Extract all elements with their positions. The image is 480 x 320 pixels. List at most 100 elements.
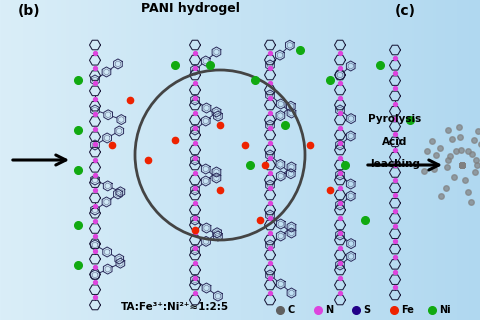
Bar bbox=[245, 0, 248, 320]
Bar bbox=[240, 0, 243, 320]
Text: Acid: Acid bbox=[382, 137, 408, 147]
Bar bbox=[274, 0, 277, 320]
Bar bbox=[456, 0, 459, 320]
Text: Pyrolysis: Pyrolysis bbox=[368, 114, 421, 124]
Bar bbox=[307, 0, 311, 320]
Bar bbox=[290, 0, 294, 320]
Bar bbox=[305, 0, 308, 320]
Bar bbox=[79, 0, 83, 320]
Bar bbox=[94, 0, 97, 320]
Bar bbox=[108, 0, 111, 320]
Bar bbox=[118, 0, 121, 320]
Bar bbox=[50, 0, 54, 320]
Bar bbox=[235, 0, 239, 320]
Bar bbox=[470, 0, 474, 320]
Bar bbox=[26, 0, 30, 320]
Bar bbox=[461, 0, 464, 320]
Bar bbox=[192, 0, 195, 320]
Bar bbox=[269, 0, 272, 320]
Bar bbox=[166, 0, 169, 320]
Bar bbox=[473, 0, 476, 320]
Bar bbox=[190, 0, 193, 320]
Bar bbox=[86, 0, 90, 320]
Bar bbox=[374, 0, 378, 320]
Bar bbox=[58, 0, 61, 320]
Bar bbox=[283, 0, 287, 320]
Bar bbox=[372, 0, 375, 320]
Bar bbox=[317, 0, 320, 320]
Bar bbox=[113, 0, 116, 320]
Bar bbox=[214, 0, 217, 320]
Bar bbox=[379, 0, 383, 320]
Text: N: N bbox=[325, 305, 333, 315]
Bar bbox=[228, 0, 231, 320]
Bar bbox=[422, 0, 426, 320]
Bar bbox=[334, 0, 337, 320]
Bar bbox=[70, 0, 73, 320]
Bar bbox=[130, 0, 133, 320]
Bar bbox=[365, 0, 368, 320]
Bar bbox=[326, 0, 330, 320]
Bar bbox=[211, 0, 215, 320]
Bar bbox=[0, 0, 3, 320]
Bar bbox=[48, 0, 51, 320]
Bar bbox=[463, 0, 467, 320]
Bar bbox=[7, 0, 11, 320]
Bar bbox=[62, 0, 66, 320]
Bar bbox=[127, 0, 131, 320]
Bar bbox=[122, 0, 126, 320]
Bar bbox=[370, 0, 373, 320]
Bar bbox=[360, 0, 363, 320]
Text: TA:Fe³⁺:Ni²⁺≈1:2:5: TA:Fe³⁺:Ni²⁺≈1:2:5 bbox=[121, 302, 229, 312]
Bar bbox=[406, 0, 409, 320]
Bar bbox=[377, 0, 380, 320]
Bar bbox=[401, 0, 404, 320]
Bar bbox=[36, 0, 39, 320]
Bar bbox=[197, 0, 200, 320]
Bar bbox=[355, 0, 359, 320]
Bar bbox=[60, 0, 63, 320]
Bar bbox=[338, 0, 342, 320]
Bar bbox=[302, 0, 306, 320]
Bar bbox=[437, 0, 440, 320]
Bar bbox=[396, 0, 399, 320]
Text: C: C bbox=[287, 305, 294, 315]
Bar bbox=[22, 0, 25, 320]
Bar bbox=[161, 0, 164, 320]
Bar bbox=[38, 0, 42, 320]
Bar bbox=[266, 0, 270, 320]
Bar bbox=[132, 0, 135, 320]
Bar bbox=[295, 0, 299, 320]
Bar bbox=[84, 0, 87, 320]
Bar bbox=[384, 0, 387, 320]
Bar bbox=[154, 0, 157, 320]
Bar bbox=[250, 0, 253, 320]
Bar bbox=[394, 0, 397, 320]
Bar bbox=[182, 0, 186, 320]
Bar bbox=[288, 0, 291, 320]
Bar bbox=[120, 0, 123, 320]
Bar bbox=[55, 0, 59, 320]
Bar bbox=[254, 0, 258, 320]
Bar bbox=[17, 0, 20, 320]
Bar bbox=[293, 0, 296, 320]
Bar bbox=[29, 0, 32, 320]
Bar bbox=[466, 0, 469, 320]
Bar bbox=[367, 0, 371, 320]
Bar bbox=[247, 0, 251, 320]
Bar bbox=[125, 0, 128, 320]
Bar bbox=[149, 0, 152, 320]
Bar bbox=[98, 0, 102, 320]
Bar bbox=[163, 0, 167, 320]
Bar bbox=[425, 0, 428, 320]
Bar bbox=[322, 0, 325, 320]
Text: Ni: Ni bbox=[439, 305, 451, 315]
Bar bbox=[134, 0, 138, 320]
Bar bbox=[10, 0, 13, 320]
Bar bbox=[341, 0, 344, 320]
Bar bbox=[101, 0, 104, 320]
Bar bbox=[391, 0, 395, 320]
Bar bbox=[74, 0, 78, 320]
Text: Fe: Fe bbox=[401, 305, 414, 315]
Bar bbox=[346, 0, 349, 320]
